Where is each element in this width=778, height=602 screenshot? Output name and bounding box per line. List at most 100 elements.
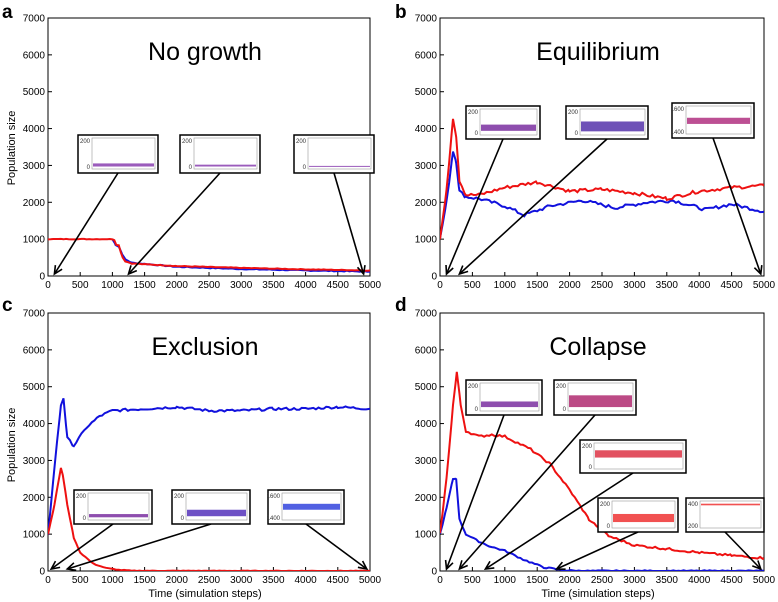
panel-d-title: Collapse xyxy=(549,333,646,361)
panel-a-inset-2-arrow xyxy=(127,172,221,275)
panel-a-xtick-label: 4000 xyxy=(294,280,317,291)
panel-b-ytick-label: 0 xyxy=(431,272,437,283)
panel-b-inset-2-axes xyxy=(579,108,646,136)
panel-b-xtick-label: 2500 xyxy=(591,280,614,291)
panel-d-inset-4-axes xyxy=(611,500,676,529)
panel-b-inset-2-band xyxy=(581,121,644,132)
panel-c-inset-2-arrowhead xyxy=(65,562,77,572)
panel-a-ytick-label: 2000 xyxy=(23,198,46,209)
panel-d-xlabel: Time (simulation steps) xyxy=(541,588,654,600)
panel-c-inset-1-ytick-bottom: 0 xyxy=(83,516,87,522)
panel-b-inset-2-ytick-top: 200 xyxy=(568,110,579,116)
panel-a-inset-3-arrowhead xyxy=(356,264,366,276)
panel-d-inset-3-arrowhead xyxy=(483,560,495,570)
panel-d-ytick-label: 7000 xyxy=(415,309,438,320)
panel-b-inset-3-arrowhead xyxy=(753,265,763,276)
panel-d-inset-2-ytick-bottom: 0 xyxy=(563,407,567,413)
panel-d-xtick-label: 0 xyxy=(437,575,443,586)
panel-b-xtick-label: 1500 xyxy=(526,280,549,291)
panel-c-series-red xyxy=(48,467,370,571)
panel-c-inset-1-arrowhead xyxy=(49,560,61,571)
panel-a-ytick-label: 1000 xyxy=(23,235,46,246)
panel-d-xtick-label: 4000 xyxy=(688,575,711,586)
panel-a-inset-1-ytick-top: 200 xyxy=(80,139,91,145)
panel-c-inset-1-band xyxy=(89,514,148,518)
panel-c-inset-2-axes xyxy=(185,492,248,521)
panel-a-xtick-label: 5000 xyxy=(359,280,382,291)
panel-c-ytick-label: 5000 xyxy=(23,382,46,393)
panel-c-xtick-label: 1500 xyxy=(133,575,156,586)
panel-c-inset-2-arrow xyxy=(67,523,212,570)
panel-b-inset-1-ytick-top: 200 xyxy=(468,110,479,116)
panel-d: d Collapse Time (simulation steps) 0 1000… xyxy=(395,295,776,600)
panel-d-ytick-label: 4000 xyxy=(415,419,438,430)
panel-d-inset-5-arrowhead xyxy=(752,560,763,571)
panel-d-inset-4-arrow xyxy=(556,531,639,570)
panel-b-inset-2-arrow xyxy=(458,138,608,275)
panel-a-series-blue xyxy=(111,238,370,273)
panel-c-xtick-label: 0 xyxy=(45,575,51,586)
panel-b-inset-1-ytick-bottom: 0 xyxy=(475,131,479,137)
panel-c-inset-2-ytick-top: 200 xyxy=(174,494,185,500)
panel-a-inset-2-ytick-top: 200 xyxy=(182,139,193,145)
panel-c-inset-1-axes xyxy=(87,492,150,521)
panel-d-inset-3-band xyxy=(595,450,682,458)
panel-d-inset-1-ytick-top: 200 xyxy=(468,384,479,390)
panel-b-xtick-label: 3000 xyxy=(623,280,646,291)
panel-a-inset-3-frame xyxy=(293,134,375,174)
panel-b-inset-3-arrow xyxy=(712,137,762,275)
panel-d-inset-4-band xyxy=(613,513,674,523)
panel-a-ytick-label: 4000 xyxy=(23,124,46,135)
panel-b-inset-1-arrowhead xyxy=(445,264,454,276)
panel-c-title: Exclusion xyxy=(152,333,259,361)
panel-c-ylabel: Population size xyxy=(6,408,18,483)
panel-d-inset-1-axes xyxy=(479,382,540,412)
panel-d-inset-5-frame xyxy=(685,497,765,533)
panel-a-inset-3-band xyxy=(309,165,370,167)
panel-b-inset-3-axes xyxy=(685,105,752,135)
panel-d-xtick-label: 1000 xyxy=(494,575,517,586)
panel-b-inset-1-arrow xyxy=(445,138,504,275)
panel-d-inset-1-arrow xyxy=(445,414,505,570)
panel-d-inset-1-band xyxy=(481,401,538,408)
panel-a-inset-3-ytick-top: 200 xyxy=(296,139,307,145)
panel-b-inset-2-ytick-bottom: 0 xyxy=(575,131,579,137)
panel-b-inset-3-ytick-top: 1600 xyxy=(671,107,685,113)
panel-b-label: b xyxy=(395,2,407,23)
panel-b-xtick-label: 3500 xyxy=(656,280,679,291)
panel-c-inset-2-band xyxy=(187,509,246,517)
panel-c-inset-1-frame xyxy=(73,489,153,525)
panel-d-xtick-label: 1500 xyxy=(526,575,549,586)
panel-d-inset-3-axes xyxy=(593,442,684,470)
panel-d-ytick-label: 3000 xyxy=(415,456,438,467)
panel-c-inset-3-arrow xyxy=(305,523,368,570)
panel-a-ytick-label: 3000 xyxy=(23,161,46,172)
panel-a-inset-3-arrow xyxy=(333,172,365,275)
panel-d-inset-4-ytick-top: 200 xyxy=(600,502,611,508)
panel-d-label: d xyxy=(395,295,407,316)
panel-c-label: c xyxy=(2,295,13,316)
panel-a-inset-3-axes xyxy=(307,137,372,170)
panel-a-ytick-label: 5000 xyxy=(23,87,46,98)
panel-c-ytick-label: 2000 xyxy=(23,493,46,504)
panel-d-inset-5-ytick-top: 400 xyxy=(688,502,699,508)
panel-c-xtick-label: 2500 xyxy=(198,575,221,586)
panel-d-inset-2-ytick-top: 200 xyxy=(556,384,567,390)
panel-b-inset-1-frame xyxy=(465,105,541,140)
panel-d-xtick-label: 5000 xyxy=(753,575,776,586)
panel-b-xtick-label: 0 xyxy=(437,280,443,291)
panel-b-xtick-label: 4000 xyxy=(688,280,711,291)
panel-c-inset-3-axes xyxy=(281,492,342,521)
panel-a-label: a xyxy=(2,2,13,23)
panel-d-inset-5-axes xyxy=(699,500,762,529)
panel-c-inset-3-ytick-bottom: 1400 xyxy=(267,516,281,522)
panel-d-xtick-label: 4500 xyxy=(720,575,743,586)
panel-d-xtick-label: 3500 xyxy=(656,575,679,586)
panel-b-xtick-label: 1000 xyxy=(494,280,517,291)
panel-c-ytick-label: 1000 xyxy=(23,530,46,541)
panel-b-ytick-label: 4000 xyxy=(415,124,438,135)
panel-a-xtick-label: 1000 xyxy=(101,280,124,291)
panel-a-xtick-label: 3500 xyxy=(262,280,285,291)
panel-a-inset-2-arrowhead xyxy=(127,265,138,276)
